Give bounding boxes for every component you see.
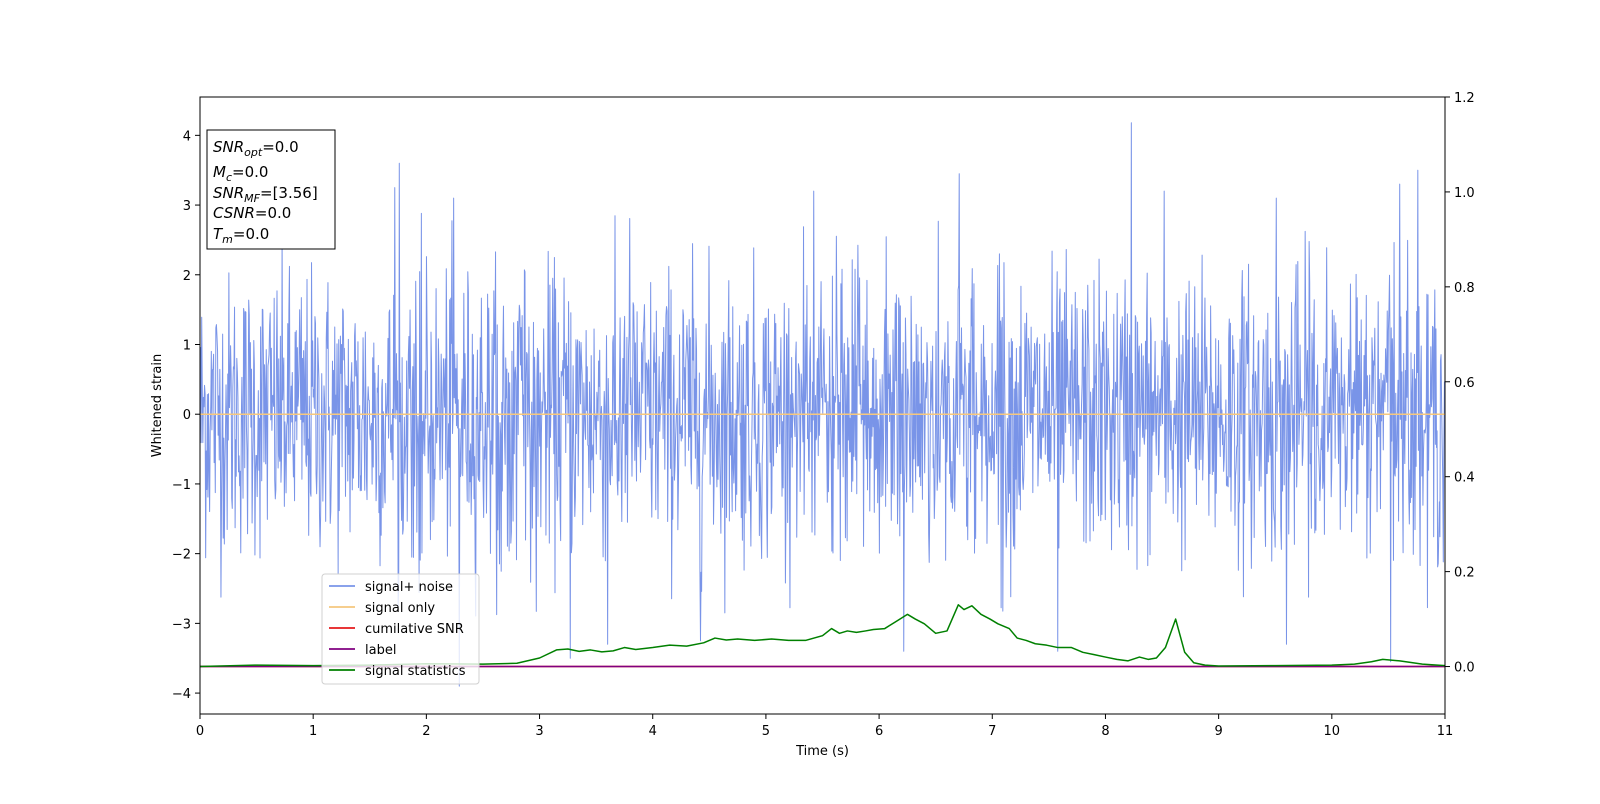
x-tick-label: 9 — [1214, 724, 1222, 739]
info-line: CSNR=0.0 — [213, 204, 291, 222]
legend-label: signal+ noise — [365, 580, 453, 595]
y-tick-label: 4 — [183, 129, 191, 144]
x-axis: 0 1 2 3 4 5 6 7 8 9 10 11 — [196, 714, 1453, 739]
y-axis-left: −4 −3 −2 −1 0 1 2 3 4 — [172, 129, 200, 702]
x-tick-label: 2 — [422, 724, 430, 739]
x-tick-label: 1 — [309, 724, 317, 739]
y2-tick-label: 1.0 — [1454, 186, 1475, 201]
legend-item: signal+ noise — [329, 580, 453, 595]
x-tick-label: 0 — [196, 724, 204, 739]
x-tick-label: 4 — [649, 724, 657, 739]
y2-tick-label: 0.6 — [1454, 376, 1475, 391]
y-tick-label: −1 — [172, 478, 191, 493]
plot-frame — [199, 96, 1446, 715]
y-axis-right: 0.0 0.2 0.4 0.6 0.8 1.0 1.2 — [1445, 91, 1475, 676]
x-tick-label: 8 — [1101, 724, 1109, 739]
series-signal-noise — [200, 122, 1445, 687]
info-line: Tm=0.0 — [213, 225, 269, 246]
y-tick-label: −3 — [172, 617, 191, 632]
y-tick-label: 1 — [183, 338, 191, 353]
y-tick-label: −4 — [172, 687, 191, 702]
info-line: Mc=0.0 — [213, 163, 268, 184]
info-line: SNRMF=[3.56] — [213, 184, 318, 205]
legend: signal+ noise signal only cumilative SNR la… — [321, 573, 480, 685]
legend-label: signal statistics — [365, 664, 466, 679]
y-axis-label: Whitened strain — [150, 354, 165, 457]
y2-tick-label: 1.2 — [1454, 91, 1475, 106]
x-tick-label: 6 — [875, 724, 883, 739]
legend-item: cumilative SNR — [329, 622, 464, 637]
x-tick-label: 10 — [1324, 724, 1341, 739]
series-signal-statistics — [200, 604, 1445, 668]
y2-tick-label: 0.2 — [1454, 566, 1475, 581]
legend-label: label — [365, 643, 396, 658]
legend-item: label — [329, 643, 396, 658]
legend-item: signal only — [329, 601, 435, 616]
legend-frame — [321, 573, 480, 685]
x-tick-label: 7 — [988, 724, 996, 739]
info-box-frame — [206, 129, 336, 250]
y-tick-label: 3 — [183, 199, 191, 214]
y-tick-label: 2 — [183, 269, 191, 284]
x-tick-label: 3 — [535, 724, 543, 739]
y2-tick-label: 0.4 — [1454, 471, 1475, 486]
x-axis-label: Time (s) — [795, 744, 849, 759]
x-tick-label: 11 — [1437, 724, 1454, 739]
y2-tick-label: 0.8 — [1454, 281, 1475, 296]
y2-tick-label: 0.0 — [1454, 661, 1475, 676]
y-tick-label: 0 — [183, 408, 191, 423]
x-tick-label: 5 — [762, 724, 770, 739]
info-line: SNRopt=0.0 — [213, 138, 299, 159]
legend-label: cumilative SNR — [365, 622, 464, 637]
legend-item: signal statistics — [329, 664, 466, 679]
y-tick-label: −2 — [172, 548, 191, 563]
legend-label: signal only — [365, 601, 435, 616]
